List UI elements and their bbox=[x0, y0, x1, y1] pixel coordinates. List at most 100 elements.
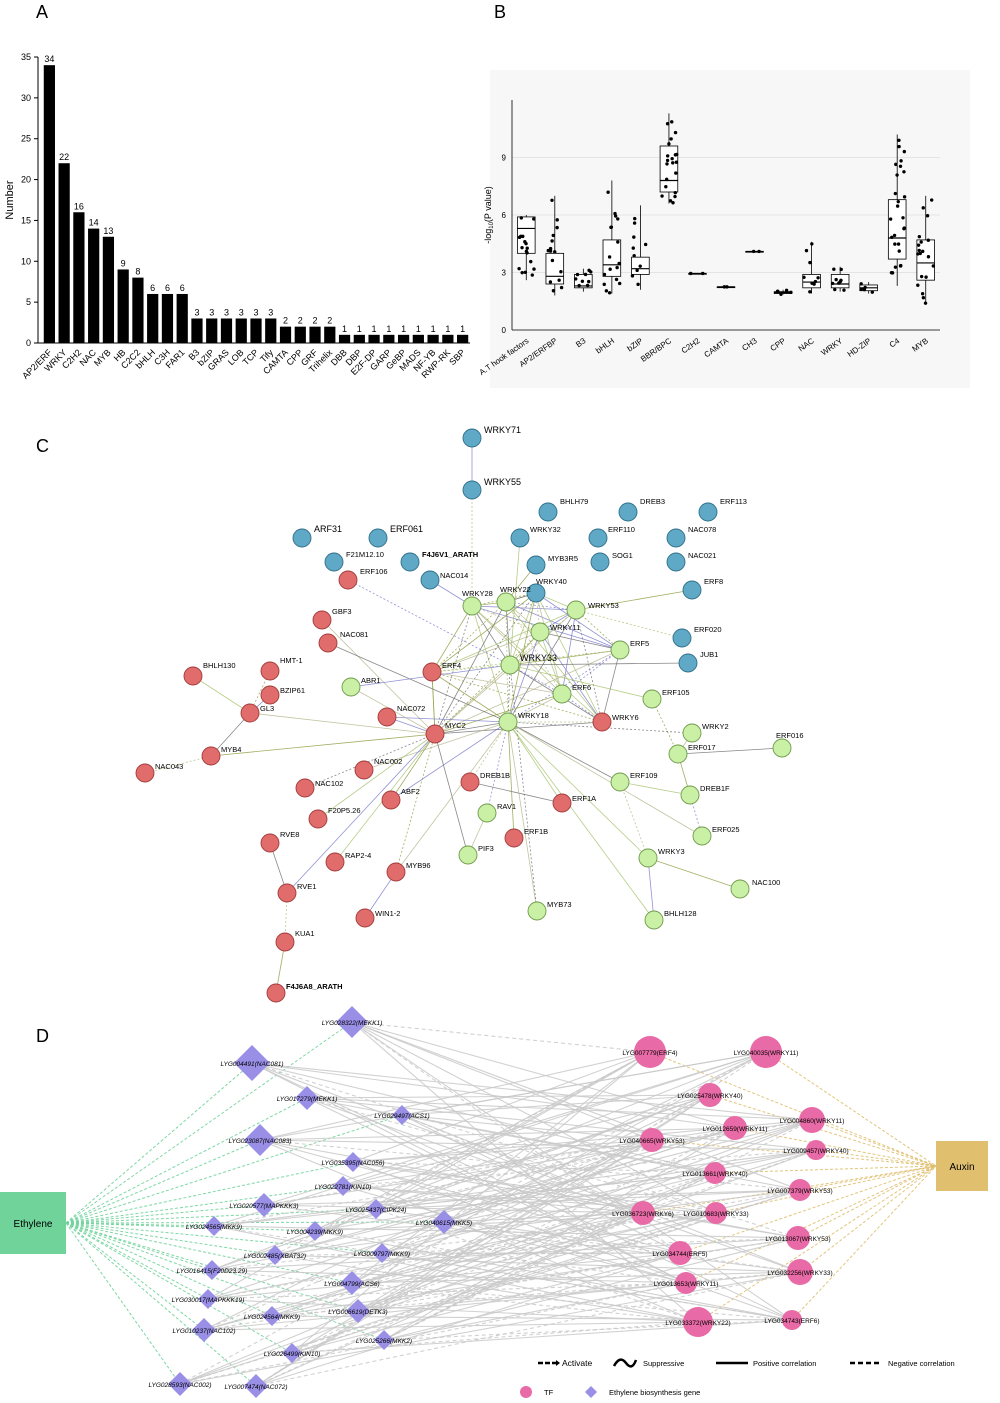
box bbox=[659, 145, 679, 193]
correlation-edge bbox=[211, 1269, 699, 1323]
correlation-edge bbox=[207, 1282, 687, 1300]
data-point bbox=[557, 278, 561, 282]
gene-diamond bbox=[234, 1045, 270, 1081]
legend-activate-arrow bbox=[556, 1360, 560, 1366]
network-edge bbox=[431, 631, 541, 673]
tf-node bbox=[723, 1116, 747, 1140]
data-point bbox=[546, 248, 550, 253]
data-point bbox=[551, 289, 556, 293]
data-point bbox=[893, 265, 898, 269]
network-edge bbox=[286, 733, 436, 894]
node-label: ARF31 bbox=[314, 524, 342, 534]
y-tick-label: 0 bbox=[502, 326, 507, 335]
correlation-edge bbox=[383, 1127, 736, 1341]
protein-node bbox=[460, 772, 480, 792]
data-point bbox=[916, 243, 921, 247]
data-point bbox=[668, 199, 673, 203]
network-edge bbox=[469, 781, 563, 804]
gene-label: LYG004491(NAC081) bbox=[221, 1061, 284, 1068]
auxin-edge bbox=[799, 1165, 937, 1273]
x-tick-label: MYB bbox=[92, 347, 113, 368]
network-edge bbox=[431, 605, 473, 673]
data-point bbox=[636, 282, 640, 287]
auxin-node bbox=[936, 1141, 988, 1191]
node-label: ABR1 bbox=[361, 676, 381, 685]
data-point bbox=[525, 251, 529, 255]
data-point bbox=[674, 160, 679, 164]
data-point bbox=[673, 194, 677, 199]
bar bbox=[383, 334, 395, 343]
bar bbox=[58, 163, 70, 343]
network-edge bbox=[575, 609, 603, 723]
data-point bbox=[587, 268, 591, 273]
tf-label: LYG025478(WRKY40) bbox=[677, 1093, 742, 1100]
network-edge bbox=[507, 721, 515, 839]
auxin-edge bbox=[791, 1165, 937, 1321]
correlation-edge bbox=[351, 1021, 736, 1129]
data-point bbox=[559, 270, 563, 274]
data-point bbox=[520, 270, 524, 275]
node-label: ERF109 bbox=[630, 771, 658, 780]
bar-value-label: 13 bbox=[103, 226, 113, 236]
correlation-edge bbox=[255, 1051, 767, 1387]
legend-gene-label: Ethylene biosynthesis gene bbox=[609, 1388, 700, 1397]
bar bbox=[88, 228, 100, 343]
protein-node bbox=[682, 723, 702, 743]
protein-node bbox=[672, 628, 692, 648]
protein-node bbox=[527, 901, 547, 921]
network-edge bbox=[535, 592, 563, 695]
protein-node bbox=[422, 662, 442, 682]
network-edge bbox=[434, 721, 509, 735]
gene-label: LYG026499(KIN10) bbox=[264, 1351, 321, 1358]
gene-label: LYG028593(NAC002) bbox=[149, 1382, 212, 1389]
data-point bbox=[520, 245, 524, 250]
data-point bbox=[701, 271, 705, 276]
correlation-edge bbox=[211, 1212, 717, 1271]
x-tick-label: CPP bbox=[769, 336, 788, 353]
data-point bbox=[615, 265, 619, 270]
correlation-edge bbox=[291, 1252, 681, 1354]
x-tick-label: CAMTA bbox=[703, 336, 731, 359]
y-tick-label: 9 bbox=[502, 154, 507, 163]
gene-label: LYG020577(MAPKKK3) bbox=[229, 1203, 298, 1210]
data-point bbox=[665, 121, 670, 126]
data-point bbox=[923, 301, 928, 305]
protein-node bbox=[308, 809, 328, 829]
correlation-edge bbox=[211, 1094, 711, 1271]
protein-node bbox=[552, 793, 572, 813]
bar bbox=[161, 293, 174, 343]
correlation-edge bbox=[179, 1189, 801, 1385]
network-edge bbox=[321, 619, 436, 735]
y-tick-label: 5 bbox=[26, 297, 31, 307]
network-edge bbox=[507, 609, 577, 723]
gene-label: LYG016415(F20D23.29) bbox=[177, 1268, 248, 1275]
node-label: HMT-1 bbox=[280, 656, 303, 665]
bar-value-label: 1 bbox=[460, 324, 465, 334]
network-edge bbox=[210, 712, 251, 757]
bar-value-label: 2 bbox=[298, 316, 303, 326]
box bbox=[916, 239, 935, 281]
tf-node bbox=[799, 1107, 825, 1133]
correlation-edge bbox=[352, 1161, 717, 1214]
node-label: BZIP61 bbox=[280, 686, 305, 695]
data-point bbox=[631, 246, 635, 250]
data-point bbox=[893, 191, 898, 196]
correlation-edge bbox=[274, 1119, 813, 1256]
protein-node bbox=[354, 760, 374, 780]
protein-node bbox=[318, 633, 338, 653]
ppi-network: WRKY71 WRKY55 BHLH79 DREB3 ERF113 ARF31 ERF061… bbox=[135, 425, 804, 1003]
data-point bbox=[607, 291, 612, 295]
correlation-edge bbox=[357, 1149, 817, 1312]
x-tick-label: SBP bbox=[447, 347, 467, 367]
network-edge bbox=[507, 721, 655, 921]
bar-value-label: 34 bbox=[44, 54, 54, 64]
ethylene-edge bbox=[65, 1097, 308, 1224]
legend-activate-label: Activate bbox=[562, 1358, 593, 1368]
bar bbox=[220, 318, 233, 343]
data-point bbox=[555, 225, 559, 230]
data-point bbox=[895, 204, 900, 208]
data-point bbox=[859, 282, 863, 286]
data-point bbox=[902, 170, 906, 174]
tf-label: LYG013661(WRKY40) bbox=[682, 1171, 747, 1178]
x-tick-label: bZIP bbox=[626, 336, 645, 353]
